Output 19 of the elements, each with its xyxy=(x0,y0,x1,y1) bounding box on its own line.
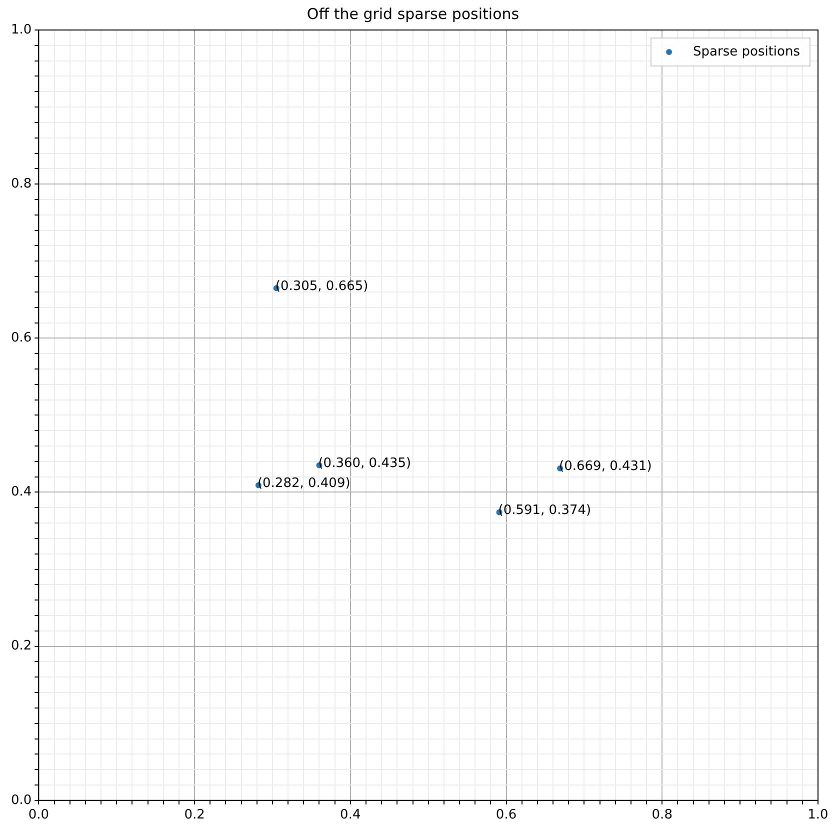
y-tick-label: 0.0 xyxy=(10,792,32,808)
y-tick-label: 0.4 xyxy=(10,484,32,500)
x-tick-label: 0.4 xyxy=(340,808,361,823)
x-tick-label: 0.6 xyxy=(496,808,517,823)
data-label: (0.591, 0.374) xyxy=(498,503,592,518)
data-label: (0.282, 0.409) xyxy=(257,476,350,492)
chart-title: Off the grid sparse positions xyxy=(306,4,520,23)
y-tick-label: 0.2 xyxy=(10,638,32,654)
x-tick-label: 0.0 xyxy=(28,808,50,823)
y-tick-label: 1.0 xyxy=(10,22,32,38)
data-label: (0.669, 0.431) xyxy=(559,459,652,474)
x-tick-label: 0.2 xyxy=(184,808,205,823)
y-tick-label: 0.8 xyxy=(10,176,32,192)
legend-label: Sparse positions xyxy=(693,44,800,60)
y-tick-label: 0.6 xyxy=(10,330,32,346)
data-label: (0.305, 0.665) xyxy=(275,278,368,294)
x-tick-label: 1.0 xyxy=(808,808,828,823)
data-label: (0.360, 0.435) xyxy=(318,456,412,472)
x-tick-label: 0.8 xyxy=(652,808,672,823)
